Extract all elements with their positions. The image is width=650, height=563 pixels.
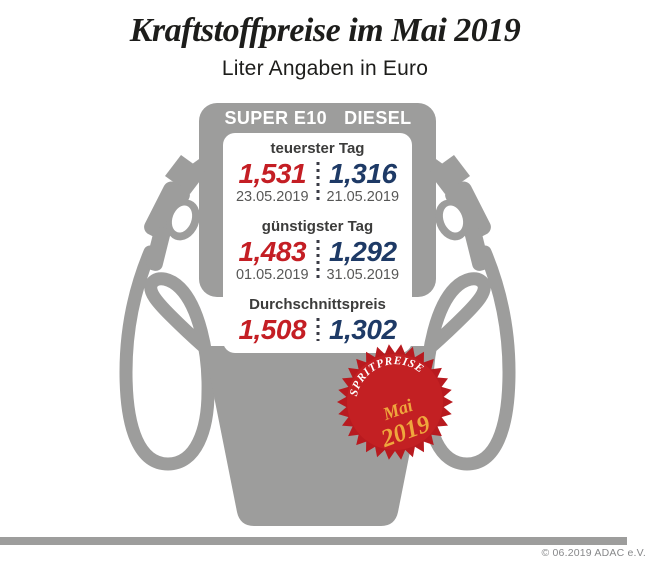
pump-nozzle-hose-left — [119, 149, 220, 471]
page-subtitle: Liter Angaben in Euro — [221, 57, 429, 80]
badge-disc — [347, 354, 443, 450]
date-diesel: 31.05.2019 — [326, 267, 400, 284]
section-label: teuerster Tag — [270, 140, 365, 157]
fuel-label-diesel: DIESEL — [344, 108, 412, 128]
dotted-divider — [316, 162, 319, 204]
spritpreise-badge: SPRITPREISE Mai 2019 — [337, 344, 453, 460]
date-diesel: 21.05.2019 — [326, 189, 400, 206]
price-diesel: 1,316 — [328, 158, 397, 189]
price-diesel: 1,292 — [328, 235, 397, 267]
section-label: Durchschnittspreis — [249, 295, 386, 313]
section-label: günstigster Tag — [261, 217, 374, 235]
nozzle-connector — [165, 155, 206, 194]
price-diesel: 1,302 — [328, 313, 397, 345]
nozzle-guard-hole — [171, 205, 193, 233]
price-super-e10: 1,483 — [238, 235, 307, 267]
copyright-notice: © 06.2019 ADAC e.V. — [541, 547, 646, 559]
fuel-label-super-e10: SUPER E10 — [224, 108, 328, 128]
page-title: Kraftstoffpreise im Mai 2019 — [129, 12, 521, 49]
dotted-divider — [316, 239, 319, 282]
nozzle-grip — [145, 227, 171, 271]
section-cheapest-day: günstigster Tag 1,483 01.05.2019 1,292 3… — [227, 218, 408, 285]
section-most-expensive-day: teuerster Tag 1,531 23.05.2019 1,316 21.… — [227, 140, 408, 207]
date-super-e10: 23.05.2019 — [235, 189, 309, 206]
nozzle-body — [144, 181, 190, 241]
price-super-e10: 1,508 — [238, 313, 307, 345]
fuel-header: SUPER E10 DIESEL — [200, 108, 436, 129]
price-super-e10: 1,531 — [238, 158, 307, 189]
dotted-divider — [316, 317, 319, 341]
price-panel: teuerster Tag 1,531 23.05.2019 1,316 21.… — [223, 133, 412, 353]
date-super-e10: 01.05.2019 — [235, 267, 309, 284]
ground-bar — [0, 537, 627, 545]
section-average-price: Durchschnittspreis 1,508 1,302 — [227, 296, 408, 344]
